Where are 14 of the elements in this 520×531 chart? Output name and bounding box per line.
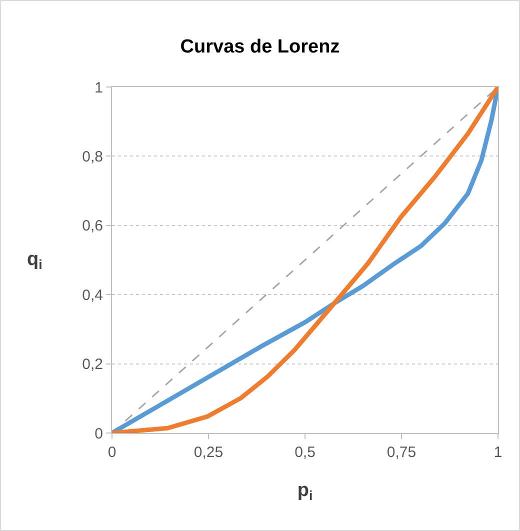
y-axis-title: q$_{i}$: [27, 249, 42, 272]
x-tick-label: 0,5: [294, 444, 316, 461]
chart-title: Curvas de Lorenz: [180, 36, 340, 58]
y-tick-label: 1: [94, 79, 103, 96]
x-tick-label: 0: [108, 444, 116, 461]
x-axis-title: p$_{i}$: [297, 480, 313, 503]
x-tick-label: 1: [494, 444, 502, 461]
y-tick-label: 0,2: [82, 356, 103, 374]
y-tick-label: 0,4: [82, 286, 103, 304]
x-tick-label: 0,25: [194, 444, 224, 461]
y-tick-label: 0,8: [82, 148, 103, 166]
x-tick-label: 0,75: [386, 444, 416, 461]
y-tick-label: 0: [94, 425, 103, 442]
y-tick-label: 0,6: [82, 218, 103, 235]
